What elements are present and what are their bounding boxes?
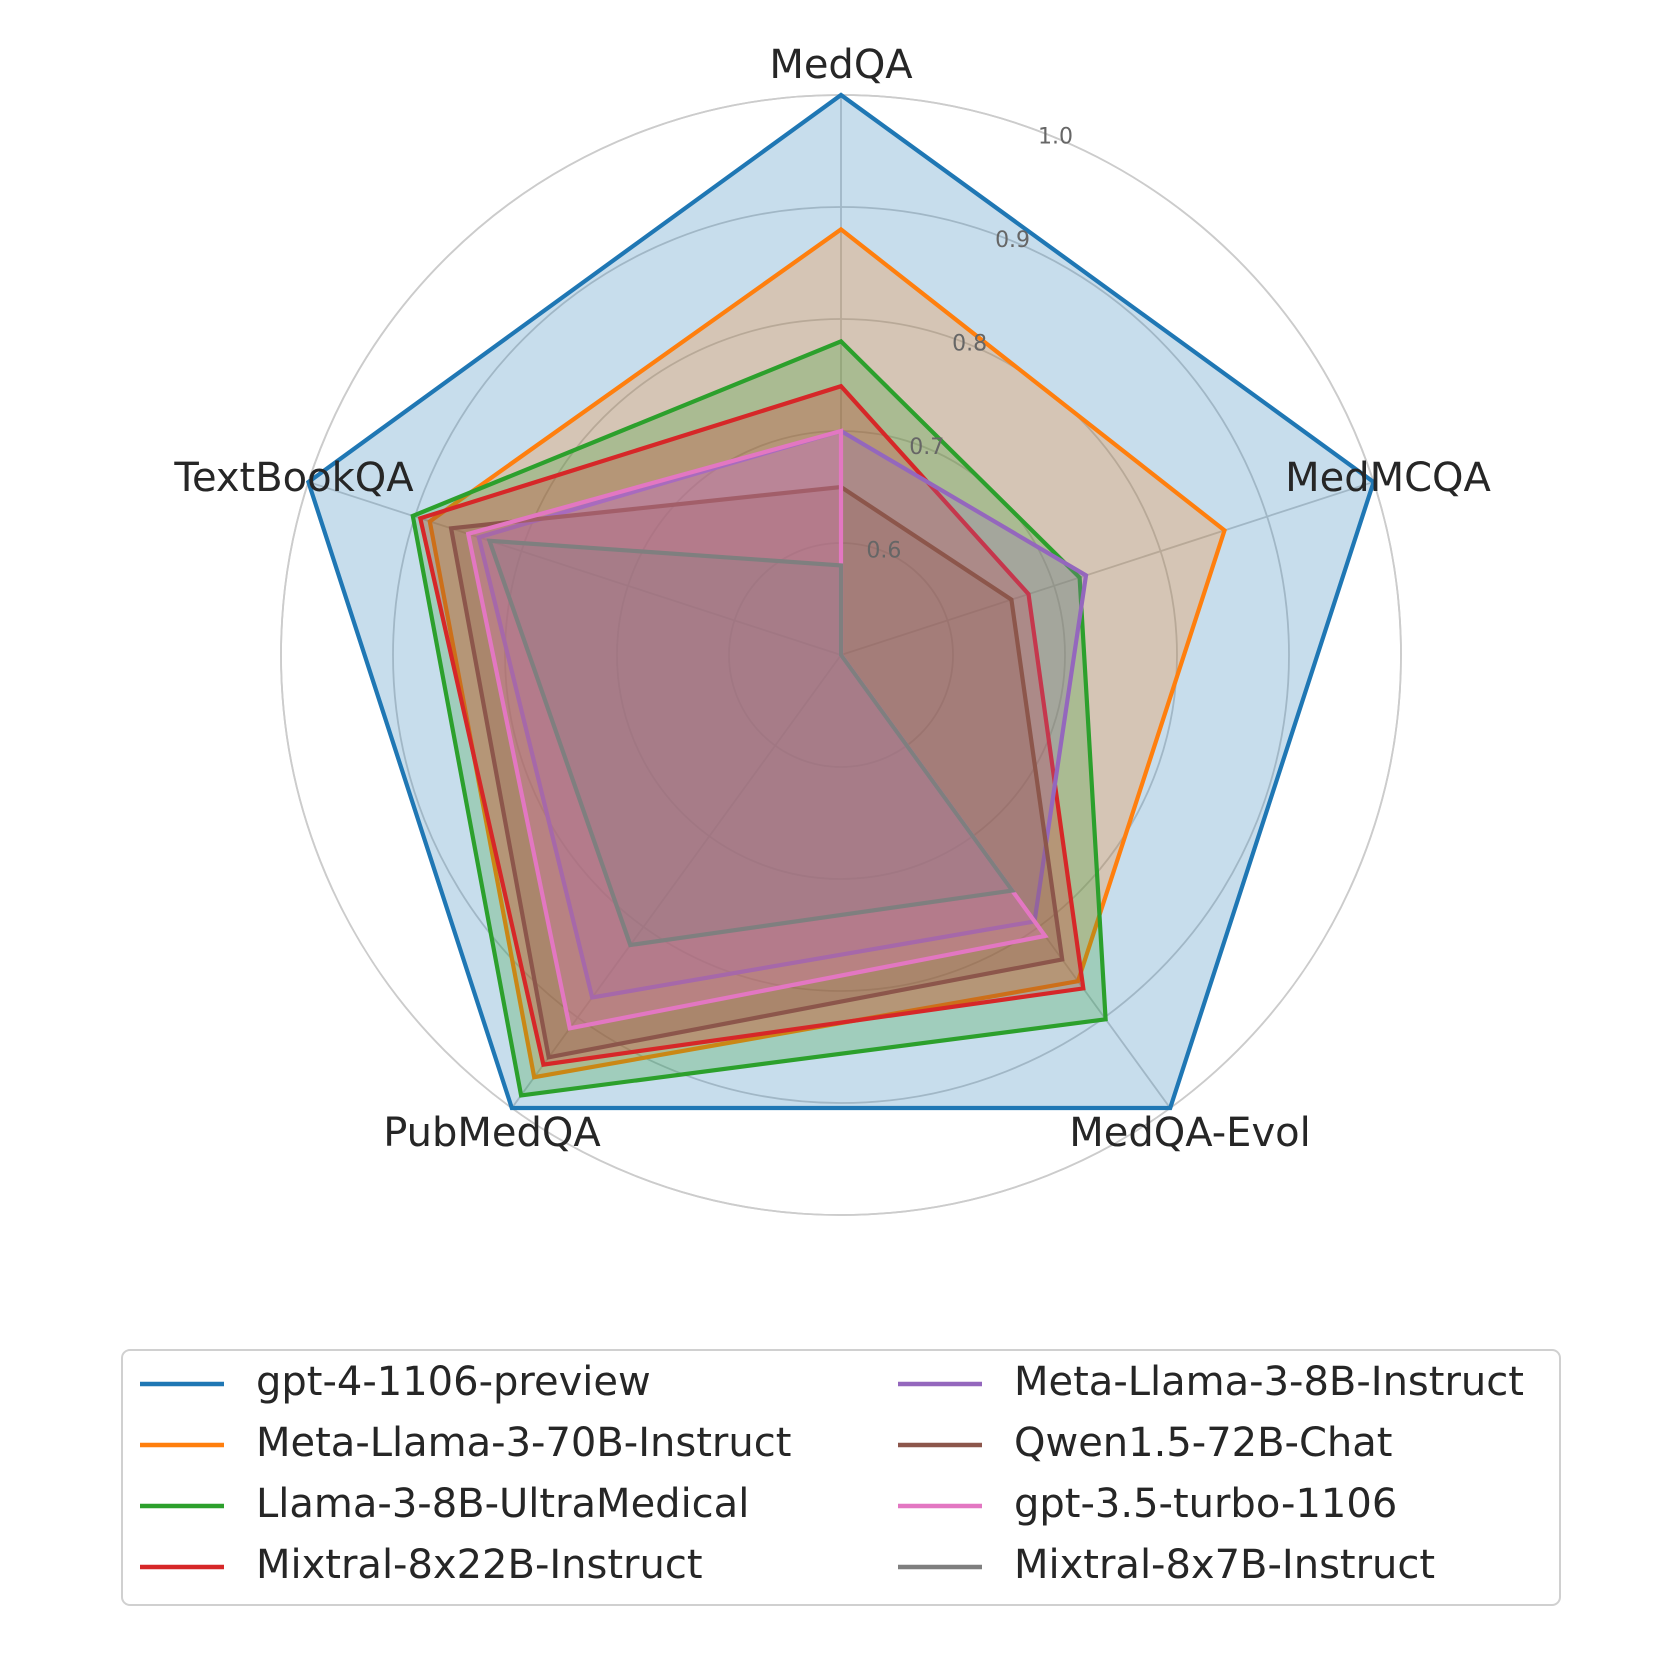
legend-label-llama-3-8b-ultramedical: Llama-3-8B-UltraMedical [256, 1481, 749, 1527]
legend-label-meta-llama-3-8b-instruct: Meta-Llama-3-8B-Instruct [1014, 1359, 1524, 1405]
series-line-gpt-4-1106-preview [305, 92, 1377, 1111]
series-line-mixtral-8x22b-instruct [417, 383, 1086, 1067]
legend-label-qwen1-5-72b-chat: Qwen1.5-72B-Chat [1014, 1420, 1392, 1466]
axis-label-pubmedqa: PubMedQA [383, 1110, 601, 1156]
axis-label-medqa-evol: MedQA-Evol [1069, 1110, 1310, 1156]
axis-label-medmcqa: MedMCQA [1285, 455, 1491, 501]
legend-label-gpt-3-5-turbo-1106: gpt-3.5-turbo-1106 [1014, 1481, 1397, 1527]
axis-label-medqa: MedQA [769, 42, 913, 88]
series-fill-meta-llama-3-70b-instruct [429, 229, 1225, 1078]
axis-spoke [511, 654, 842, 1109]
axis-spoke [308, 481, 842, 656]
axis-label-textbookqa: TextBookQA [173, 455, 414, 501]
series-line-mixtral-8x7b-instruct [486, 538, 1016, 948]
legend-box [121, 1349, 1561, 1606]
axis-labels: MedQA MedMCQA MedQA-Evol PubMedQA TextBookQA [173, 42, 1491, 1156]
radial-tick-label: 0.7 [909, 435, 944, 460]
legend-label-mixtral-8x7b-instruct: Mixtral-8x7B-Instruct [1014, 1542, 1435, 1588]
series-fill-mixtral-8x22b-instruct [420, 386, 1084, 1065]
radial-tick-label: 0.8 [952, 332, 987, 357]
series-fill-qwen1-5-72b-chat [451, 487, 1063, 1058]
series-line-llama-3-8b-ultramedical [410, 338, 1108, 1098]
legend-label-gpt-4-1106-preview: gpt-4-1106-preview [256, 1359, 651, 1405]
axis-spoke [840, 481, 1374, 656]
radar-series [305, 92, 1377, 1111]
radial-tick-label: 1.0 [1038, 125, 1073, 150]
radial-tick-label: 0.6 [866, 539, 901, 564]
radial-tick-label: 0.9 [995, 228, 1030, 253]
radial-ticks: 0.6 0.7 0.8 0.9 1.0 [866, 125, 1073, 564]
legend-label-meta-llama-3-70b-instruct: Meta-Llama-3-70B-Instruct [256, 1420, 791, 1466]
legend-label-mixtral-8x22b-instruct: Mixtral-8x22B-Instruct [256, 1542, 703, 1588]
series-fill-meta-llama-3-8b-instruct [478, 431, 1086, 998]
series-fill-mixtral-8x7b-instruct [489, 540, 1013, 945]
legend: gpt-4-1106-preview Meta-Llama-3-70B-Instr… [121, 1349, 1561, 1606]
series-fill-llama-3-8b-ultramedical [412, 341, 1106, 1096]
series-fill-gpt-3-5-turbo-1106 [468, 431, 1046, 1029]
